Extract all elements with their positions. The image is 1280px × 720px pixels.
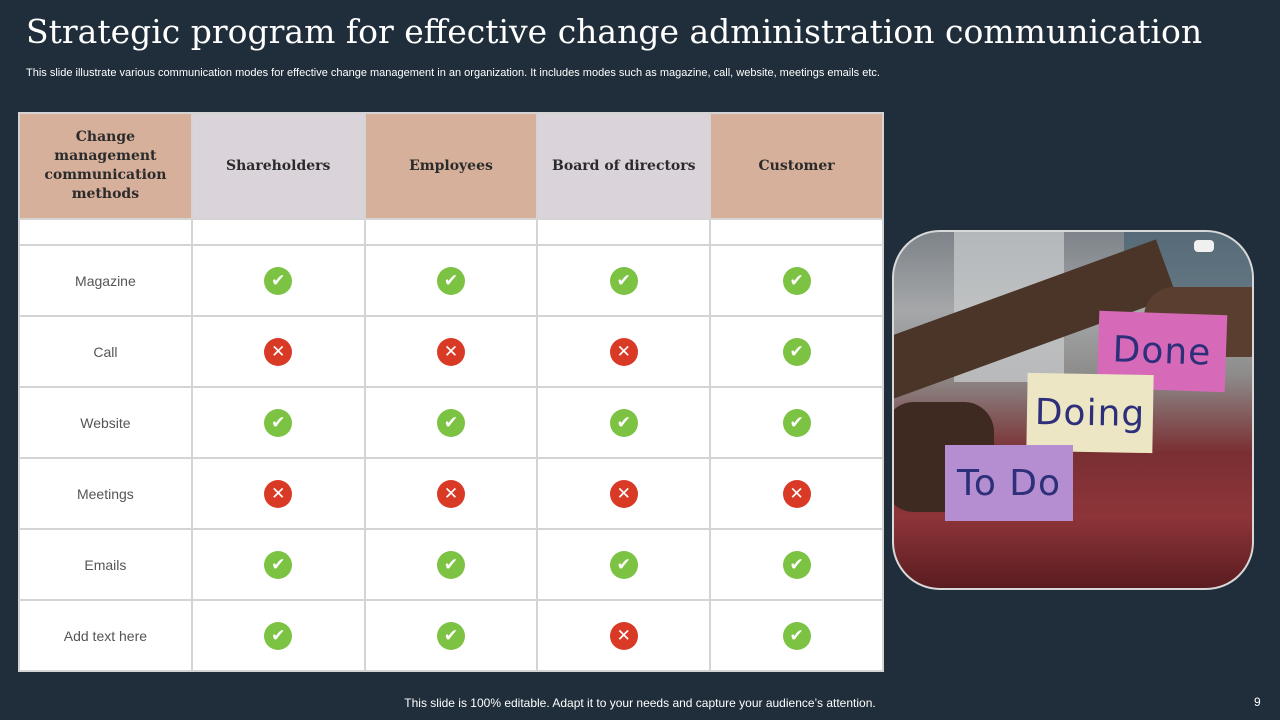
- header-employees: Employees: [363, 112, 539, 220]
- cross-icon: ✕: [609, 479, 638, 508]
- slide-title: Strategic program for effective change a…: [26, 12, 1203, 51]
- check-icon: ✔: [782, 266, 811, 295]
- cross-icon: ✕: [436, 479, 465, 508]
- cross-icon: ✕: [264, 337, 293, 366]
- slide-subtitle: This slide illustrate various communicat…: [26, 67, 880, 79]
- footer-text: This slide is 100% editable. Adapt it to…: [404, 696, 876, 710]
- row-label: Meetings: [18, 457, 193, 530]
- row-label: Emails: [18, 528, 193, 601]
- table-row: Website ✔ ✔ ✔ ✔: [18, 386, 884, 459]
- table-row: Emails ✔ ✔ ✔ ✔: [18, 528, 884, 601]
- page-number: 9: [1254, 695, 1261, 709]
- header-methods: Change management communication methods: [18, 112, 193, 220]
- check-icon: ✔: [609, 266, 638, 295]
- header-shareholders: Shareholders: [190, 112, 366, 220]
- check-icon: ✔: [436, 266, 465, 295]
- communication-table: Change management communication methods …: [18, 112, 884, 672]
- header-board-of-directors: Board of directors: [536, 112, 712, 220]
- check-icon: ✔: [436, 621, 465, 650]
- row-label: Add text here: [18, 599, 193, 672]
- check-icon: ✔: [264, 266, 293, 295]
- check-icon: ✔: [782, 621, 811, 650]
- check-icon: ✔: [782, 550, 811, 579]
- check-icon: ✔: [782, 337, 811, 366]
- table-row: Magazine ✔ ✔ ✔ ✔: [18, 244, 884, 317]
- cross-icon: ✕: [436, 337, 465, 366]
- check-icon: ✔: [436, 550, 465, 579]
- check-icon: ✔: [264, 550, 293, 579]
- photo-background-lamp: [1194, 240, 1214, 252]
- sticky-notes-photo: Done Doing To Do: [892, 230, 1254, 590]
- cross-icon: ✕: [609, 337, 638, 366]
- table-row: Call ✕ ✕ ✕ ✔: [18, 315, 884, 388]
- check-icon: ✔: [609, 550, 638, 579]
- spacer-row: [18, 218, 884, 246]
- table-header-row: Change management communication methods …: [18, 112, 884, 220]
- row-label: Magazine: [18, 244, 193, 317]
- check-icon: ✔: [436, 408, 465, 437]
- table-row: Add text here ✔ ✔ ✕ ✔: [18, 599, 884, 672]
- check-icon: ✔: [264, 621, 293, 650]
- row-label: Call: [18, 315, 193, 388]
- sticky-note-doing: Doing: [1026, 372, 1154, 454]
- cross-icon: ✕: [264, 479, 293, 508]
- header-customer: Customer: [709, 112, 884, 220]
- cross-icon: ✕: [782, 479, 811, 508]
- cross-icon: ✕: [609, 621, 638, 650]
- row-label: Website: [18, 386, 193, 459]
- sticky-note-todo: To Do: [945, 445, 1073, 521]
- table-row: Meetings ✕ ✕ ✕ ✕: [18, 457, 884, 530]
- check-icon: ✔: [264, 408, 293, 437]
- check-icon: ✔: [609, 408, 638, 437]
- check-icon: ✔: [782, 408, 811, 437]
